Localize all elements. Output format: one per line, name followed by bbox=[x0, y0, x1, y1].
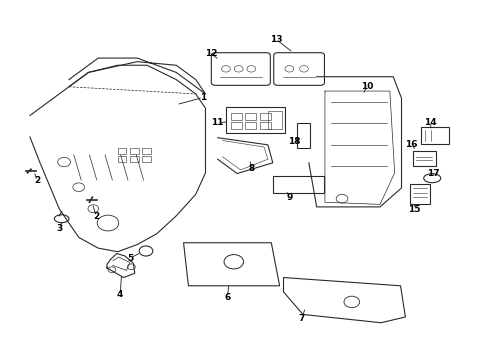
Text: 1: 1 bbox=[200, 93, 206, 102]
Text: 10: 10 bbox=[361, 82, 373, 91]
Bar bbox=[412, 151, 435, 166]
Text: 12: 12 bbox=[204, 49, 217, 58]
Bar bbox=[297, 123, 309, 148]
Bar bbox=[142, 148, 151, 154]
Text: 14: 14 bbox=[424, 118, 436, 127]
Bar bbox=[118, 148, 126, 154]
Text: 2: 2 bbox=[34, 176, 41, 185]
Bar bbox=[130, 148, 139, 154]
Bar bbox=[118, 156, 126, 162]
Bar bbox=[230, 122, 241, 129]
Bar bbox=[230, 113, 241, 120]
Bar bbox=[245, 122, 256, 129]
Bar bbox=[130, 156, 139, 162]
Bar bbox=[260, 113, 270, 120]
Text: 8: 8 bbox=[248, 164, 254, 173]
Text: 6: 6 bbox=[224, 293, 230, 302]
Bar bbox=[225, 107, 285, 133]
Bar bbox=[420, 127, 448, 144]
Text: 11: 11 bbox=[211, 118, 224, 127]
Text: 7: 7 bbox=[298, 314, 305, 323]
Bar bbox=[260, 122, 270, 129]
Text: 18: 18 bbox=[287, 137, 300, 146]
Bar bbox=[142, 156, 151, 162]
Bar bbox=[409, 184, 429, 204]
Bar bbox=[245, 113, 256, 120]
Bar bbox=[267, 111, 281, 129]
Text: 3: 3 bbox=[56, 224, 62, 233]
Text: 2: 2 bbox=[93, 212, 99, 221]
Text: 13: 13 bbox=[269, 35, 282, 44]
Text: 4: 4 bbox=[117, 289, 123, 298]
Text: 5: 5 bbox=[126, 254, 133, 263]
Text: 15: 15 bbox=[407, 205, 420, 214]
Text: 16: 16 bbox=[404, 140, 417, 149]
Text: 9: 9 bbox=[285, 193, 292, 202]
Text: 17: 17 bbox=[427, 169, 439, 178]
